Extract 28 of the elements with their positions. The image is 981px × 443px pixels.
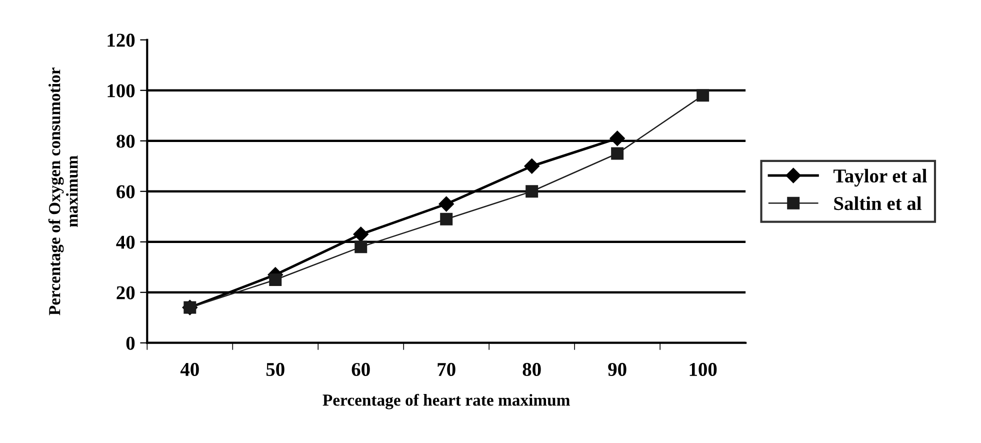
- x-tick-label: 40: [180, 362, 199, 376]
- point: [354, 240, 368, 254]
- point: [269, 274, 282, 286]
- point: [526, 185, 538, 198]
- point: [611, 147, 624, 160]
- point: [610, 130, 625, 146]
- y-tick-label: 100: [108, 84, 135, 98]
- y-tick-label: 0: [126, 336, 135, 350]
- y-axis-title: Percentage of Oxygen consumotior maximum: [48, 68, 78, 316]
- x-tick-label: 70: [438, 362, 456, 376]
- x-tick-label: 80: [522, 362, 541, 376]
- point: [524, 158, 540, 174]
- y-tick-label: 60: [116, 185, 135, 198]
- y-tick-label: 120: [108, 34, 135, 47]
- point: [696, 89, 710, 102]
- y-tick-label: 20: [116, 286, 135, 300]
- y-tick-label: 80: [116, 134, 135, 148]
- x-tick-label: 60: [352, 362, 370, 376]
- x-tick-label: 50: [266, 362, 284, 376]
- point: [438, 196, 454, 212]
- y-tick-label: 40: [116, 236, 135, 249]
- x-tick-label: 100: [690, 362, 717, 376]
- legend-label: Saltin et al: [834, 196, 922, 210]
- legend-label: Taylor et al: [834, 168, 927, 187]
- point: [353, 226, 368, 242]
- point: [440, 212, 453, 226]
- x-axis-title: Percentage of heart rate maximum: [322, 394, 570, 410]
- x-tick-label: 90: [608, 362, 626, 376]
